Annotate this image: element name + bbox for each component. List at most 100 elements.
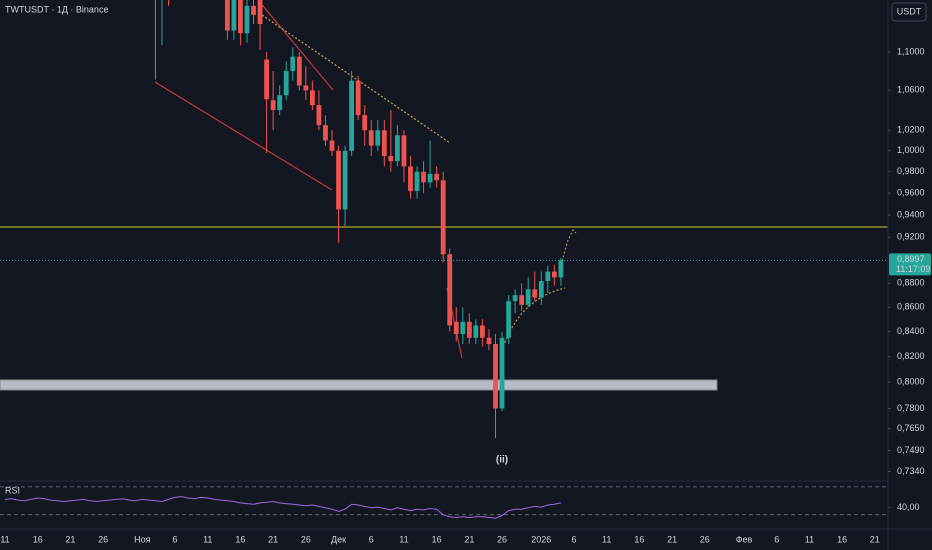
- y-tick-label: 0,7650: [897, 423, 925, 433]
- candle-body: [336, 150, 341, 210]
- trend-line: [261, 14, 451, 144]
- candle-body: [512, 295, 518, 302]
- candle-body: [421, 171, 426, 183]
- x-tick-label: 16: [432, 534, 442, 544]
- y-tick-label: 40,00: [897, 502, 920, 512]
- x-tick-label: 26: [700, 534, 710, 544]
- y-tick-label: 0,9600: [897, 187, 925, 197]
- candle-body: [303, 85, 309, 91]
- candle-body: [558, 260, 564, 278]
- y-tick-label: 0,7800: [897, 403, 925, 413]
- y-tick-label: 1,1000: [897, 46, 925, 56]
- y-tick-label: 0,7340: [897, 466, 925, 476]
- candle-body: [349, 80, 355, 151]
- x-tick-label: 16: [634, 534, 644, 544]
- candle-body: [466, 321, 472, 338]
- x-tick-label: 6: [774, 534, 779, 544]
- candle-body: [551, 271, 557, 278]
- candle-body: [244, 5, 250, 34]
- candle-body: [323, 125, 328, 141]
- x-tick-label: Дек: [331, 534, 346, 544]
- candle-body: [545, 271, 551, 281]
- y-tick-label: 0,8000: [897, 377, 925, 387]
- candle-body: [447, 254, 453, 326]
- candle-body: [493, 344, 498, 409]
- x-tick-label: 6: [571, 534, 576, 544]
- candle-body: [408, 166, 413, 191]
- x-tick-label: 21: [268, 534, 278, 544]
- candle-body: [238, 0, 243, 34]
- x-tick-label: 21: [667, 534, 677, 544]
- candle-body: [525, 289, 531, 305]
- candle-body: [453, 321, 459, 335]
- currency[interactable]: USDT: [897, 6, 922, 16]
- currency-box[interactable]: [891, 2, 927, 22]
- candle-body: [486, 337, 492, 345]
- last-price-label: 0,8997: [897, 254, 925, 264]
- candle-body: [277, 95, 283, 111]
- x-tick-label: 11: [0, 534, 9, 544]
- y-tick-label: 0,8800: [897, 278, 925, 288]
- candle-body: [506, 301, 511, 338]
- candle-body: [480, 325, 485, 338]
- chart-title: TWTUSDT · 1Д · Binance: [5, 4, 108, 14]
- wave-label: (ii): [496, 455, 508, 466]
- channel-line: [257, 0, 334, 91]
- candle-body: [395, 135, 400, 162]
- y-tick-label: 0,7490: [897, 445, 925, 455]
- y-tick-label: 1,0600: [897, 85, 925, 95]
- candle-body: [532, 289, 538, 298]
- x-tick-label: 2026: [531, 534, 551, 544]
- candle-body: [427, 173, 433, 183]
- candle-body: [270, 100, 276, 111]
- zone-box: [0, 379, 718, 391]
- y-tick-label: 0,8600: [897, 302, 925, 312]
- x-tick-label: 26: [497, 534, 507, 544]
- rsi-label: RSI: [5, 485, 20, 495]
- x-tick-label: 21: [464, 534, 474, 544]
- candle-body: [342, 150, 348, 210]
- candle-body: [499, 337, 505, 409]
- candle-body: [355, 80, 361, 116]
- candle-body: [388, 155, 394, 162]
- y-tick-label: 0,8200: [897, 351, 925, 361]
- projection: [560, 229, 577, 266]
- candles: [154, 0, 564, 439]
- candle-body: [434, 173, 440, 181]
- x-tick-label: 16: [33, 534, 43, 544]
- candle-body: [264, 59, 269, 100]
- x-tick-label: 11: [399, 534, 408, 544]
- x-tick-label: 16: [235, 534, 245, 544]
- candle-body: [231, 0, 237, 31]
- candle-body: [368, 130, 374, 146]
- x-tick-label: Ноя: [134, 534, 151, 544]
- candle-body: [519, 295, 525, 305]
- x-tick-label: Фев: [736, 534, 753, 544]
- x-tick-label: 11: [805, 534, 814, 544]
- candle-body: [375, 130, 381, 146]
- x-tick-label: 11: [602, 534, 611, 544]
- x-tick-label: 21: [870, 534, 880, 544]
- rsi-line: [4, 496, 562, 519]
- candle-body: [224, 0, 230, 31]
- x-tick-label: 16: [837, 534, 847, 544]
- candle-body: [316, 105, 322, 126]
- x-tick-label: 26: [98, 534, 108, 544]
- y-tick-label: 0,9400: [897, 209, 925, 219]
- channel-line: [154, 81, 333, 191]
- y-tick-label: 1,0200: [897, 125, 925, 135]
- candle-body: [309, 90, 315, 106]
- y-tick-label: 0,9800: [897, 166, 925, 176]
- x-tick-label: 6: [173, 534, 178, 544]
- x-tick-label: 26: [301, 534, 311, 544]
- y-tick-label: 0,8400: [897, 326, 925, 336]
- x-tick-label: 11: [203, 534, 212, 544]
- price-tag: [889, 253, 931, 276]
- candle-body: [401, 135, 407, 167]
- candle-body: [251, 5, 256, 15]
- candle-body: [257, 0, 263, 25]
- candle-body: [538, 280, 544, 298]
